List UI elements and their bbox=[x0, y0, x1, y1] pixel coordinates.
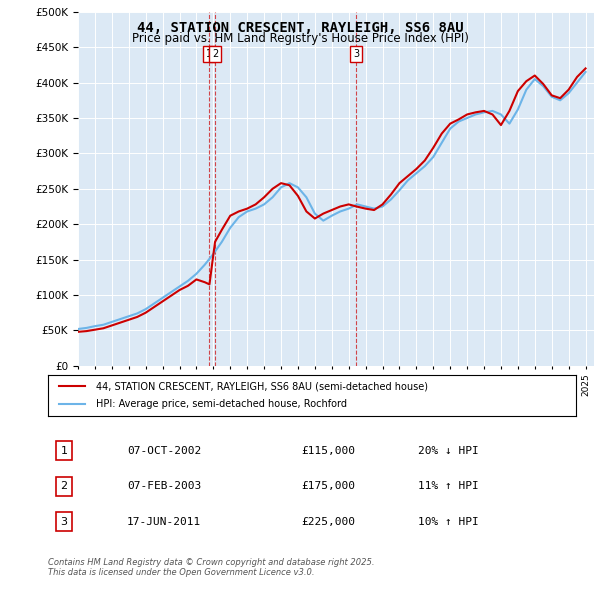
Text: 44, STATION CRESCENT, RAYLEIGH, SS6 8AU: 44, STATION CRESCENT, RAYLEIGH, SS6 8AU bbox=[137, 21, 463, 35]
Text: 20% ↓ HPI: 20% ↓ HPI bbox=[418, 446, 478, 455]
Text: HPI: Average price, semi-detached house, Rochford: HPI: Average price, semi-detached house,… bbox=[95, 399, 347, 409]
Text: 11% ↑ HPI: 11% ↑ HPI bbox=[418, 481, 478, 491]
Text: Contains HM Land Registry data © Crown copyright and database right 2025.
This d: Contains HM Land Registry data © Crown c… bbox=[48, 558, 374, 577]
Text: £175,000: £175,000 bbox=[301, 481, 355, 491]
Text: £115,000: £115,000 bbox=[301, 446, 355, 455]
Text: 07-OCT-2002: 07-OCT-2002 bbox=[127, 446, 202, 455]
Text: 2: 2 bbox=[212, 50, 218, 59]
Text: 3: 3 bbox=[61, 517, 67, 526]
Text: 1: 1 bbox=[61, 446, 67, 455]
Text: 07-FEB-2003: 07-FEB-2003 bbox=[127, 481, 202, 491]
Text: 3: 3 bbox=[353, 50, 359, 59]
Text: Price paid vs. HM Land Registry's House Price Index (HPI): Price paid vs. HM Land Registry's House … bbox=[131, 32, 469, 45]
Text: 2: 2 bbox=[60, 481, 67, 491]
Text: 10% ↑ HPI: 10% ↑ HPI bbox=[418, 517, 478, 526]
Text: 17-JUN-2011: 17-JUN-2011 bbox=[127, 517, 202, 526]
Text: £225,000: £225,000 bbox=[301, 517, 355, 526]
Text: 1: 1 bbox=[206, 50, 212, 59]
Text: 44, STATION CRESCENT, RAYLEIGH, SS6 8AU (semi-detached house): 44, STATION CRESCENT, RAYLEIGH, SS6 8AU … bbox=[95, 381, 428, 391]
